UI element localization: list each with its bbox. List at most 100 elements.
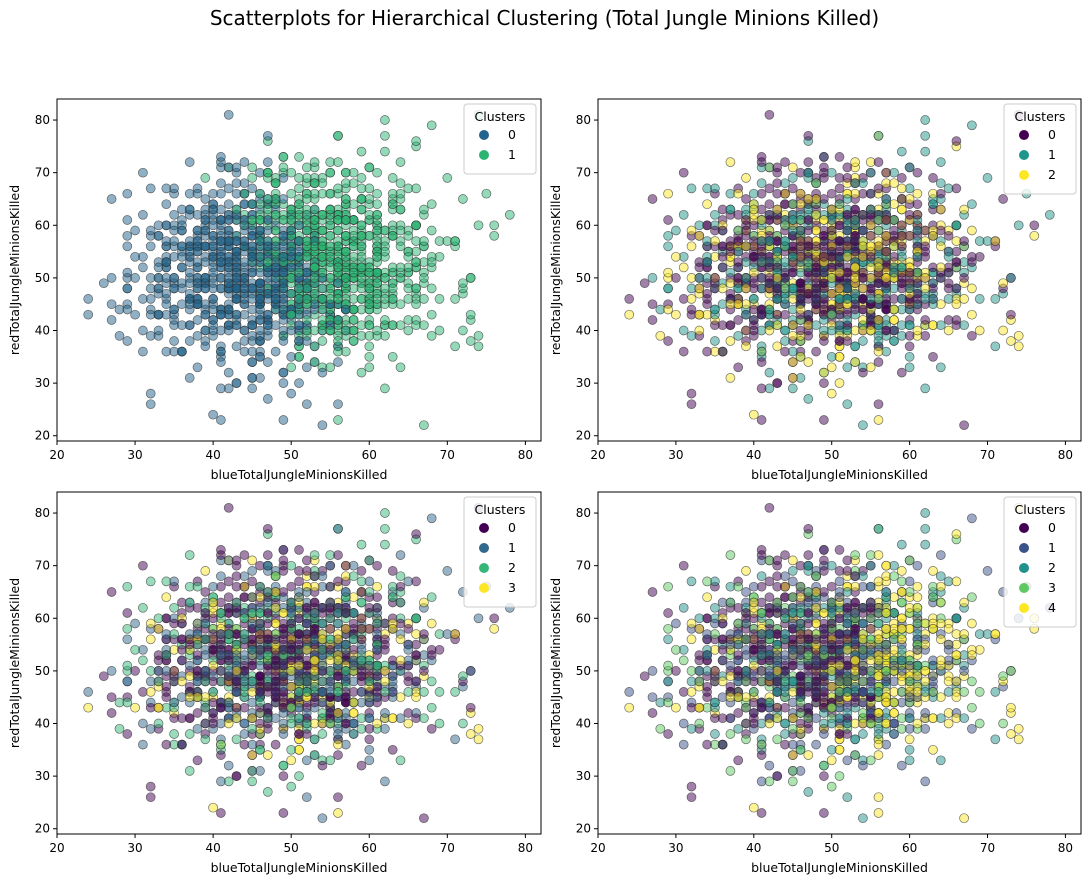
scatter-point xyxy=(465,336,476,346)
scatter-point xyxy=(216,776,226,787)
scatter-point xyxy=(356,597,367,608)
scatter-point xyxy=(458,325,468,336)
scatter-point xyxy=(177,320,187,331)
scatter-point xyxy=(403,294,414,304)
scatter-point xyxy=(473,734,484,745)
scatter-point xyxy=(426,723,437,734)
scatter-point xyxy=(647,194,658,204)
scatter-point xyxy=(733,330,744,341)
scatter-point xyxy=(920,283,931,294)
scatter-point xyxy=(663,304,673,315)
scatter-point xyxy=(223,760,234,771)
scatter-point xyxy=(920,273,931,283)
scatter-point xyxy=(842,362,853,373)
scatter-point xyxy=(850,357,860,367)
scatter-point xyxy=(278,555,289,566)
y-tick-label: 30 xyxy=(576,376,591,390)
scatter-point xyxy=(216,702,226,713)
scatter-point xyxy=(270,178,281,189)
scatter-point xyxy=(411,576,421,587)
scatter-point xyxy=(372,718,382,729)
scatter-point xyxy=(255,325,265,336)
scatter-point xyxy=(819,230,829,241)
legend-label: 1 xyxy=(508,540,516,555)
scatter-point xyxy=(787,357,798,367)
scatter-point xyxy=(286,781,297,792)
legend-marker xyxy=(1019,170,1029,180)
scatter-point xyxy=(458,194,468,204)
scatter-point xyxy=(780,283,790,294)
scatter-point xyxy=(317,813,328,824)
scatter-point xyxy=(395,634,406,645)
scatter-point xyxy=(787,173,798,183)
scatter-point xyxy=(333,523,343,534)
scatter-point xyxy=(301,209,312,220)
scatter-point xyxy=(928,173,938,183)
scatter-point xyxy=(811,320,821,331)
scatter-point xyxy=(842,225,853,236)
scatter-point xyxy=(138,262,148,273)
scatter-point xyxy=(208,320,218,331)
scatter-point xyxy=(301,729,312,739)
scatter-point xyxy=(889,267,899,278)
scatter-point xyxy=(395,713,406,724)
scatter-point xyxy=(364,351,375,362)
scatter-point xyxy=(896,241,907,252)
scatter-point xyxy=(145,781,156,792)
scatter-point xyxy=(278,760,289,771)
scatter-point xyxy=(974,294,985,304)
scatter-point xyxy=(489,220,500,231)
scatter-point xyxy=(348,315,359,325)
scatter-point xyxy=(764,367,775,378)
scatter-point xyxy=(301,644,312,655)
scatter-point xyxy=(145,294,156,304)
scatter-point xyxy=(122,676,133,687)
scatter-point xyxy=(340,215,351,225)
scatter-point xyxy=(865,362,876,373)
scatter-point xyxy=(200,341,211,352)
scatter-point xyxy=(1013,341,1024,352)
scatter-point xyxy=(270,209,281,220)
scatter-point xyxy=(114,330,125,341)
scatter-point xyxy=(772,294,783,304)
scatter-point xyxy=(819,304,829,315)
scatter-point xyxy=(748,188,759,199)
scatter-point xyxy=(177,241,187,252)
scatter-point xyxy=(356,204,367,215)
scatter-point xyxy=(200,215,211,225)
scatter-point xyxy=(889,325,899,336)
scatter-point xyxy=(458,278,468,289)
scatter-point xyxy=(403,687,414,697)
scatter-point xyxy=(177,739,187,750)
scatter-point xyxy=(974,325,985,336)
scatter-point xyxy=(278,729,289,739)
scatter-point xyxy=(239,550,250,560)
scatter-point xyxy=(380,130,390,141)
scatter-point xyxy=(380,776,390,787)
scatter-point xyxy=(301,399,312,410)
scatter-point xyxy=(741,283,751,294)
scatter-point xyxy=(465,666,476,676)
x-tick-label: 30 xyxy=(668,448,683,462)
scatter-point xyxy=(694,273,705,283)
scatter-point xyxy=(184,692,195,703)
scatter-point xyxy=(247,566,258,576)
scatter-point xyxy=(262,236,273,246)
scatter-point xyxy=(200,273,211,283)
y-tick-label: 60 xyxy=(35,218,50,232)
scatter-point xyxy=(702,346,712,357)
scatter-point xyxy=(286,246,297,257)
scatter-point xyxy=(419,236,429,246)
scatter-point xyxy=(192,330,203,341)
scatter-point xyxy=(278,336,289,346)
scatter-point xyxy=(340,697,351,708)
scatter-point xyxy=(803,157,814,167)
scatter-point xyxy=(842,336,853,346)
scatter-point xyxy=(967,330,977,341)
scatter-point xyxy=(780,336,790,346)
scatter-point xyxy=(286,188,297,199)
scatter-point xyxy=(764,262,775,273)
scatter-point xyxy=(231,309,242,320)
scatter-point xyxy=(411,676,421,687)
